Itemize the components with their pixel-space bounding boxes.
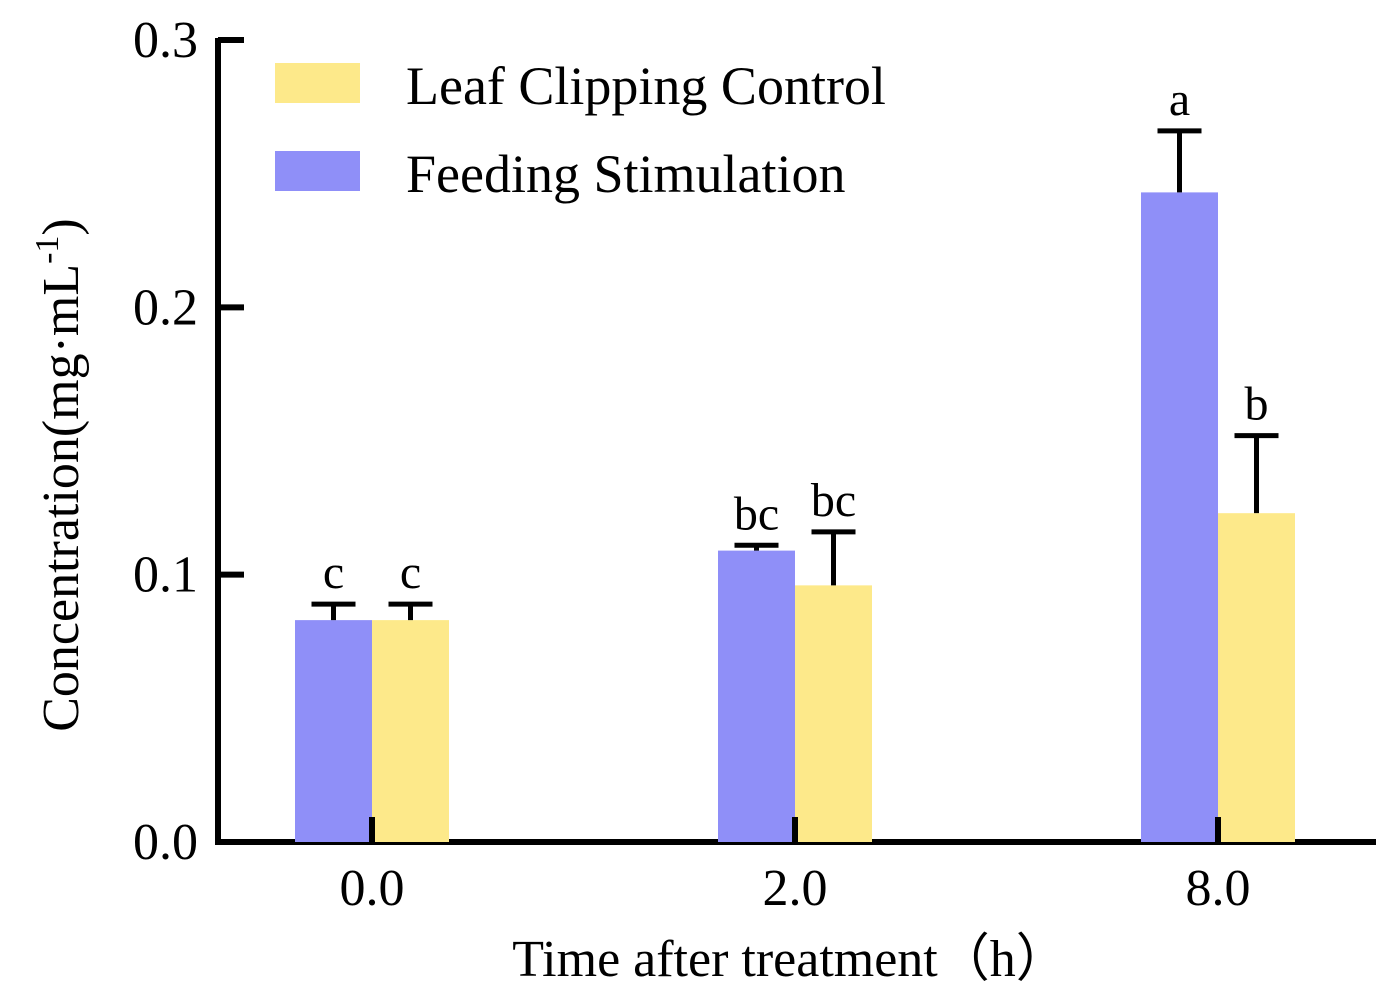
significance-label-feeding-stimulation: bc xyxy=(734,487,779,540)
legend-swatch-leaf-clipping xyxy=(275,63,360,103)
x-axis-ticks: 0.0 2.0 8.0 xyxy=(340,817,1251,917)
bar-leaf-clipping-control xyxy=(372,620,449,842)
significance-label-feeding-stimulation: c xyxy=(323,546,344,599)
legend-label-feeding-stimulation: Feeding Stimulation xyxy=(406,144,846,204)
legend-label-leaf-clipping: Leaf Clipping Control xyxy=(406,56,886,116)
x-tick-label: 2.0 xyxy=(763,860,828,917)
x-tick-label: 8.0 xyxy=(1186,860,1251,917)
significance-label-leaf-clipping-control: b xyxy=(1245,378,1269,431)
significance-label-leaf-clipping-control: bc xyxy=(811,474,856,527)
bar-leaf-clipping-control xyxy=(1218,513,1295,842)
y-tick-label: 0.1 xyxy=(133,547,198,604)
significance-label-leaf-clipping-control: c xyxy=(400,546,421,599)
y-tick-label: 0.2 xyxy=(133,279,198,336)
y-tick-label: 0.3 xyxy=(133,12,198,69)
y-axis-ticks: 0.0 0.1 0.2 0.3 xyxy=(133,12,244,871)
significance-label-feeding-stimulation: a xyxy=(1169,73,1190,126)
legend: Leaf Clipping Control Feeding Stimulatio… xyxy=(275,56,886,204)
bar-leaf-clipping-control xyxy=(795,585,872,842)
bar-feeding-stimulation xyxy=(295,620,372,842)
legend-swatch-feeding-stimulation xyxy=(275,151,360,191)
y-axis-title: Concentration(mg·mL-1) xyxy=(29,218,90,732)
y-tick-label: 0.0 xyxy=(133,814,198,871)
x-axis-title: Time after treatment（h） xyxy=(512,931,1068,988)
bar-feeding-stimulation xyxy=(1141,192,1218,842)
bars-group: c bc a c bc b xyxy=(295,73,1295,842)
x-tick-label: 0.0 xyxy=(340,860,405,917)
bar-feeding-stimulation xyxy=(718,550,795,842)
